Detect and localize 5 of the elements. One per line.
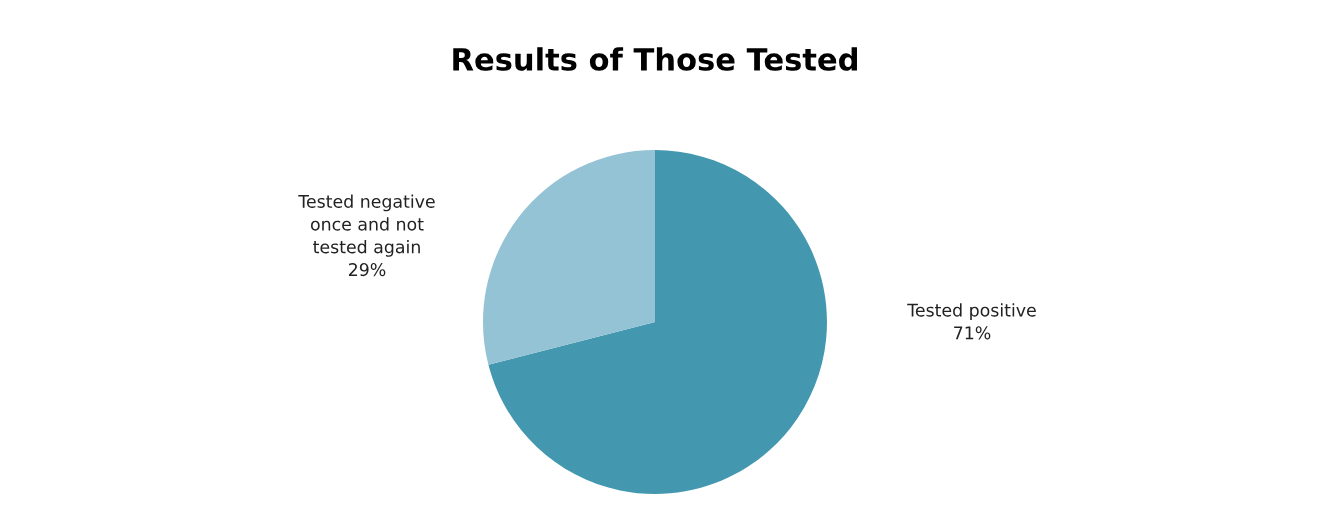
slice-label: Tested negative once and not tested again [298,194,435,257]
chart-title: Results of Those Tested [453,47,857,71]
slice-label: Tested positive [907,303,1036,321]
data-label: 29% [348,263,386,277]
data-label: 71% [954,326,991,340]
